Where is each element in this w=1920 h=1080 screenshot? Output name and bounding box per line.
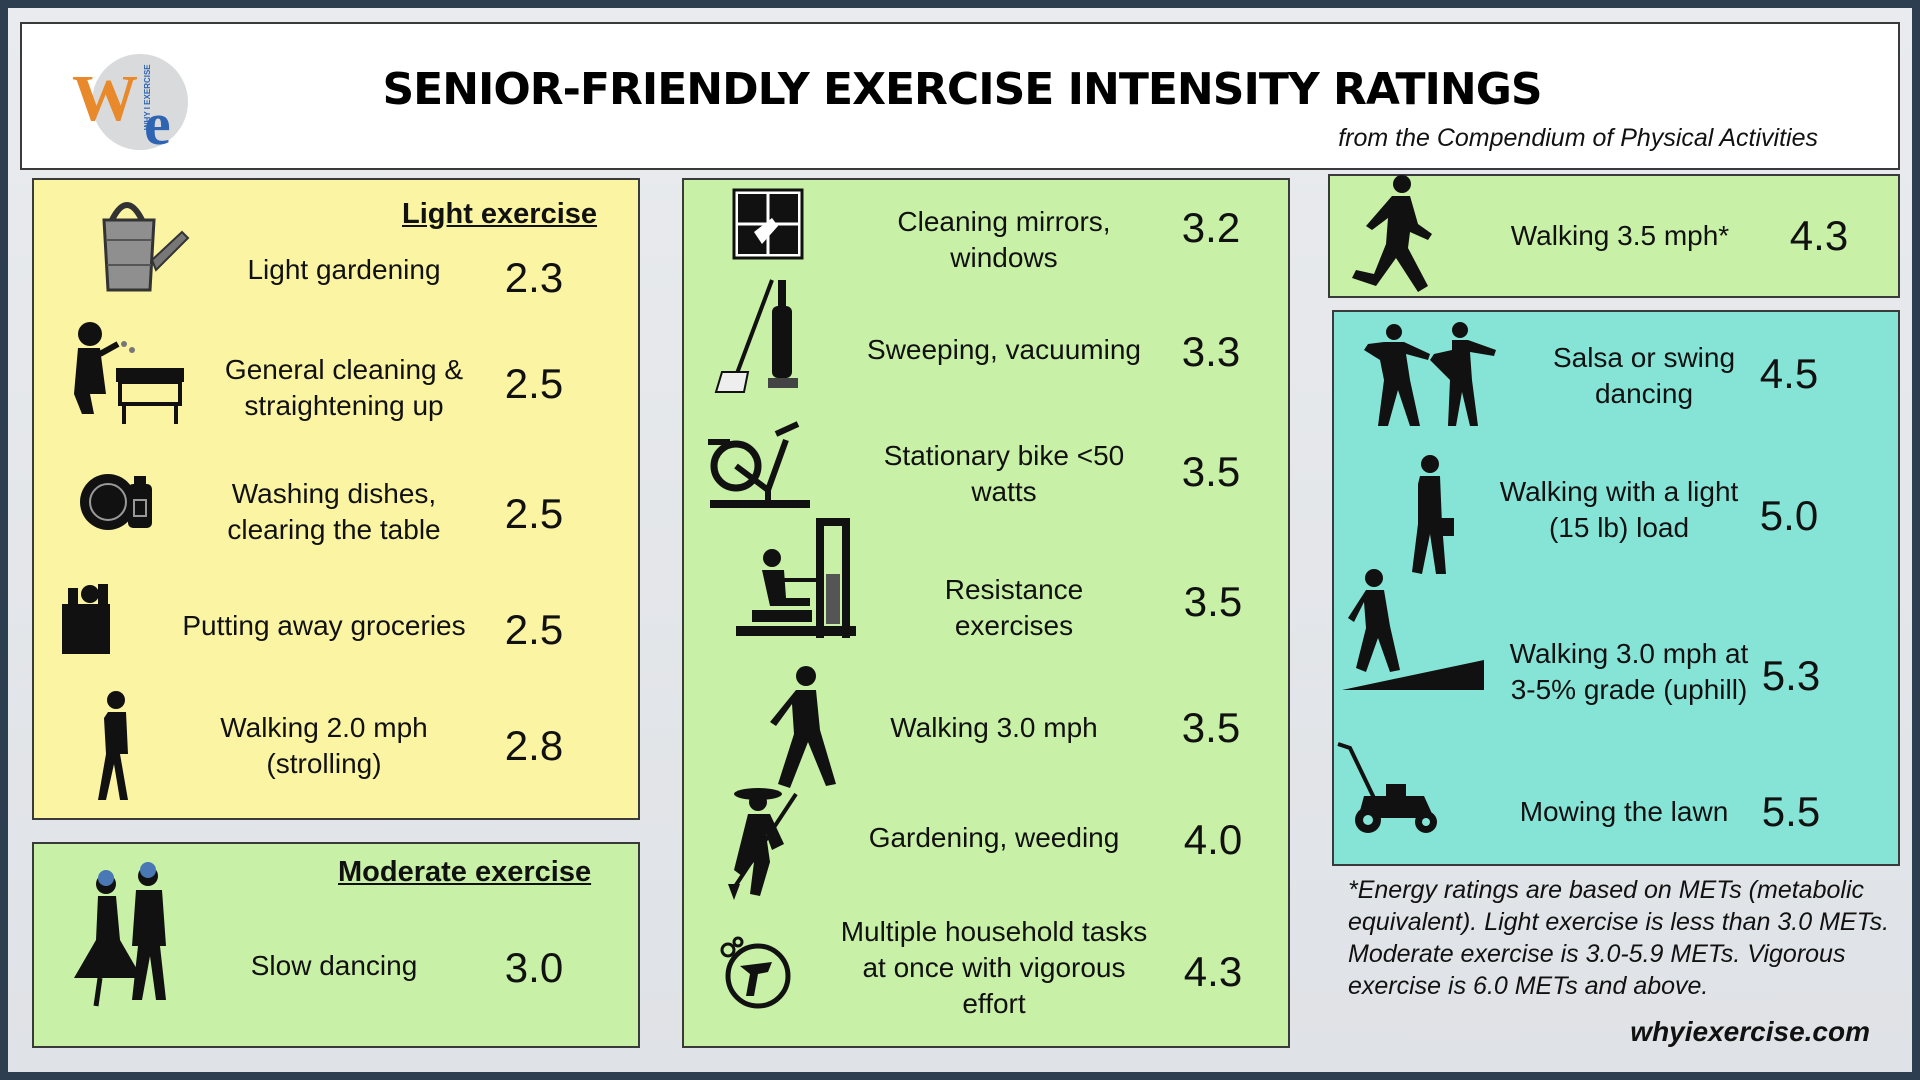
window-cleaning-icon	[732, 188, 804, 265]
broom-vacuum-icon	[712, 276, 812, 401]
moderate-item-label: Slow dancing	[250, 950, 418, 981]
teal-item-label: Walking 3.0 mph at 3-5% grade (uphill)	[1509, 638, 1749, 705]
moderate-item-value: 4.3	[1183, 948, 1243, 995]
walking-load-icon	[1400, 454, 1460, 583]
moderate-exercise-panel: Moderate exercise Slow dancing 3.0	[32, 842, 640, 1048]
dishes-icon	[76, 462, 156, 547]
moderate-item-value: 3.3	[1181, 328, 1241, 375]
logo: W e WHY I EXERCISE	[64, 48, 204, 158]
light-item-label: General cleaning & straightening up	[224, 354, 464, 421]
moderate-item-value: 4.0	[1183, 816, 1243, 863]
moderate-exercise-list-panel: Cleaning mirrors, windows 3.2 Sweeping, …	[682, 178, 1290, 1048]
light-item-value: 2.8	[504, 722, 564, 769]
page-subtitle: from the Compendium of Physical Activiti…	[1338, 124, 1818, 152]
light-item-label: Washing dishes, clearing the table	[227, 478, 441, 545]
teal-item-value: 5.0	[1759, 492, 1819, 539]
moderate-item-label: Stationary bike <50 watts	[883, 440, 1125, 507]
walking-icon	[762, 664, 842, 799]
moderate-item-value: 3.5	[1181, 704, 1241, 751]
light-item-value: 2.3	[504, 254, 564, 301]
light-item-value: 2.5	[504, 360, 564, 407]
moderate-item-value: 3.5	[1181, 448, 1241, 495]
website-link[interactable]: whyiexercise.com	[1630, 1016, 1870, 1047]
moderate-item-label: Sweeping, vacuuming	[867, 334, 1141, 365]
moderate-item-label: Multiple household tasks at once with vi…	[840, 916, 1148, 1019]
brisk-walking-icon	[1348, 174, 1438, 301]
light-item-label: Light gardening	[247, 254, 441, 285]
svg-text:W: W	[72, 62, 138, 135]
light-item-label: Putting away groceries	[182, 610, 466, 641]
light-exercise-heading: Light exercise	[402, 198, 598, 230]
brisk-walking-panel: Walking 3.5 mph* 4.3	[1328, 174, 1900, 298]
teal-item-value: 5.3	[1761, 652, 1821, 699]
header: W e WHY I EXERCISE SENIOR-FRIENDLY EXERC…	[20, 22, 1900, 170]
light-item-value: 2.5	[504, 490, 564, 537]
teal-item-label: Mowing the lawn	[1519, 796, 1729, 827]
higher-moderate-panel: Salsa or swing dancing 4.5 Walking with …	[1332, 310, 1900, 866]
svg-text:e: e	[144, 91, 171, 157]
household-tasks-icon	[714, 932, 794, 1017]
light-exercise-panel: Light exercise Light gardening 2.3	[32, 178, 640, 820]
moderate-item-value: 3.2	[1181, 204, 1241, 251]
moderate-item-label: Cleaning mirrors, windows	[897, 206, 1111, 273]
teal-item-value: 4.5	[1759, 350, 1819, 397]
resistance-machine-icon	[732, 514, 862, 659]
teal-item-value: 5.5	[1761, 788, 1821, 835]
lawn-mower-icon	[1334, 740, 1444, 845]
cleaning-person-icon	[60, 314, 190, 429]
dancing-couple-icon	[70, 860, 180, 1015]
watering-can-icon	[82, 190, 192, 305]
grocery-bag-icon	[56, 578, 116, 663]
moderate-item-label: Resistance exercises	[944, 574, 1084, 641]
uphill-walking-icon	[1340, 568, 1490, 697]
teal-item-label: Walking with a light (15 lb) load	[1499, 476, 1739, 543]
moderate-item-label: Walking 3.0 mph	[890, 712, 1098, 743]
light-item-label: Walking 2.0 mph (strolling)	[220, 712, 428, 779]
salsa-dancers-icon	[1360, 320, 1500, 435]
moderate-item-label: Walking 3.5 mph*	[1510, 220, 1730, 251]
moderate-item-label: Gardening, weeding	[868, 822, 1120, 853]
light-item-value: 2.5	[504, 606, 564, 653]
page-title: SENIOR-FRIENDLY EXERCISE INTENSITY RATIN…	[382, 64, 1542, 115]
strolling-icon	[86, 688, 146, 813]
moderate-exercise-heading: Moderate exercise	[338, 856, 592, 888]
stationary-bike-icon	[706, 420, 816, 515]
teal-item-label: Salsa or swing dancing	[1552, 342, 1736, 409]
infographic-frame: W e WHY I EXERCISE SENIOR-FRIENDLY EXERC…	[8, 8, 1912, 1072]
footnote: *Energy ratings are based on METs (metab…	[1348, 876, 1890, 1000]
moderate-item-value: 3.5	[1183, 578, 1243, 625]
svg-text:WHY I EXERCISE: WHY I EXERCISE	[143, 64, 152, 130]
moderate-item-value: 3.0	[504, 944, 564, 991]
moderate-item-value: 4.3	[1789, 212, 1849, 259]
gardener-icon	[714, 784, 814, 909]
